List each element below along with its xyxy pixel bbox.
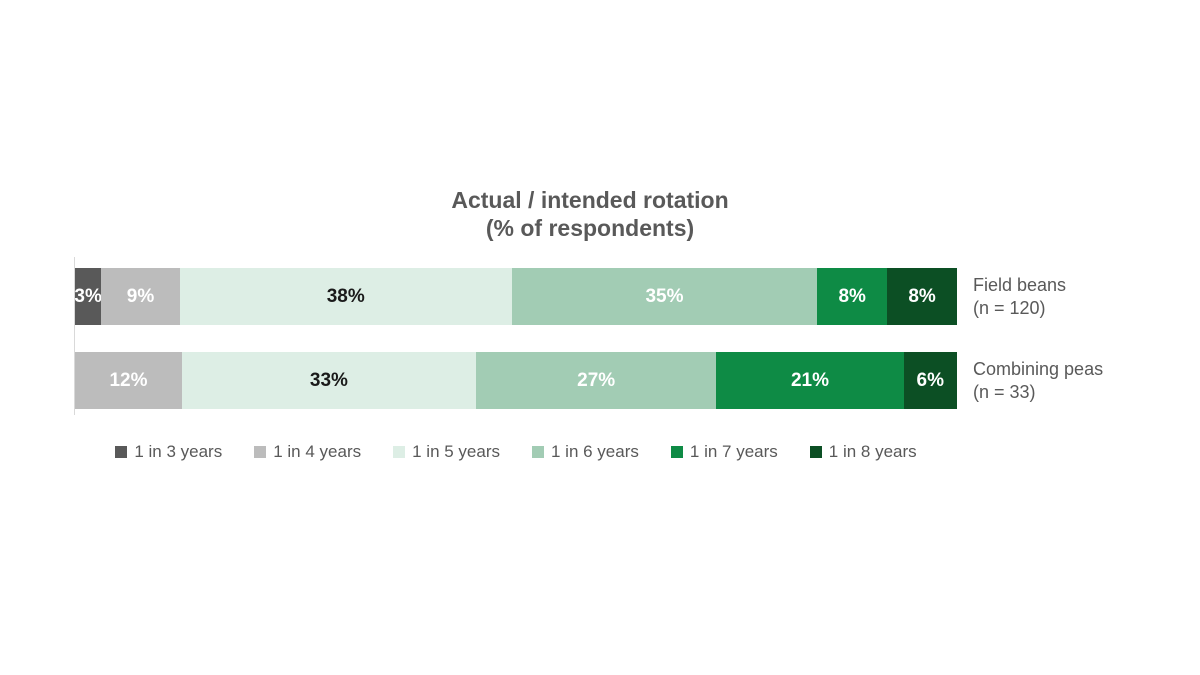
legend-swatch: [115, 446, 128, 458]
legend-label: 1 in 6 years: [551, 442, 639, 461]
segment-value-label: 6%: [916, 369, 944, 391]
legend-label: 1 in 8 years: [828, 442, 917, 461]
category-label: Combining peas (n = 33): [973, 358, 1103, 404]
bar-segment: 27%: [475, 352, 717, 409]
legend-item: 1 in 8 years: [809, 442, 917, 462]
y-axis-line: [74, 257, 75, 415]
bar-row: 3% 9% 38% 35% 8% 8% Field beans (n = 120): [74, 268, 1105, 325]
legend-label: 1 in 7 years: [689, 442, 778, 461]
bar-segment: 12%: [75, 352, 182, 409]
segment-value-label: 3%: [74, 285, 102, 307]
segment-value-label: 12%: [109, 369, 148, 391]
stacked-bar: 12% 33% 27% 21% 6%: [75, 352, 957, 409]
bar-segment: 9%: [101, 268, 180, 325]
bar-row: 12% 33% 27% 21% 6% Combining peas (n = 33): [75, 352, 1105, 409]
legend: 1 in 3 years 1 in 4 years 1 in 5 years 1 in…: [75, 442, 957, 462]
bar-segment: 8%: [887, 268, 957, 325]
bar-rows: 3% 9% 38% 35% 8% 8% Field beans (n = 120) 12% 33%…: [74, 268, 1105, 436]
segment-value-label: 38%: [326, 285, 365, 307]
legend-item: 1 in 3 years: [115, 442, 222, 462]
legend-item: 1 in 5 years: [393, 442, 500, 462]
chart-subtitle: (% of respondents): [485, 215, 695, 241]
chart-title: Actual / intended rotation: [451, 187, 729, 213]
segment-value-label: 33%: [309, 369, 348, 391]
category-label-line2: (n = 33): [973, 381, 1036, 402]
segment-value-label: 9%: [126, 285, 155, 307]
bar-segment: 38%: [179, 268, 512, 325]
category-label: Field beans (n = 120): [973, 274, 1066, 320]
segment-value-label: 27%: [577, 369, 616, 391]
legend-label: 1 in 5 years: [412, 442, 500, 461]
bar-segment: 33%: [181, 352, 476, 409]
legend-swatch: [393, 446, 406, 458]
chart-title-block: Actual / intended rotation (% of respond…: [75, 186, 1105, 242]
legend-label: 1 in 3 years: [134, 442, 223, 461]
segment-value-label: 8%: [838, 285, 866, 307]
legend-item: 1 in 7 years: [670, 442, 778, 462]
segment-value-label: 35%: [645, 285, 684, 307]
legend-item: 1 in 6 years: [532, 442, 639, 462]
legend-swatch: [254, 446, 267, 458]
legend-swatch: [809, 446, 822, 458]
bar-segment: 35%: [511, 268, 818, 325]
segment-value-label: 21%: [790, 369, 830, 391]
bar-segment: 6%: [903, 352, 957, 409]
segment-value-label: 8%: [908, 285, 936, 307]
legend-swatch: [532, 446, 544, 458]
category-label-line1: Field beans: [973, 274, 1067, 295]
category-label-line2: (n = 120): [973, 297, 1046, 318]
bar-segment: 8%: [817, 268, 888, 325]
category-label-line1: Combining peas: [973, 358, 1104, 379]
stacked-bar: 3% 9% 38% 35% 8% 8%: [74, 268, 957, 325]
legend-label: 1 in 4 years: [273, 442, 362, 461]
legend-item: 1 in 4 years: [254, 442, 361, 462]
bar-segment: 21%: [716, 352, 904, 409]
bar-segment: 3%: [74, 268, 102, 325]
legend-swatch: [670, 446, 683, 458]
